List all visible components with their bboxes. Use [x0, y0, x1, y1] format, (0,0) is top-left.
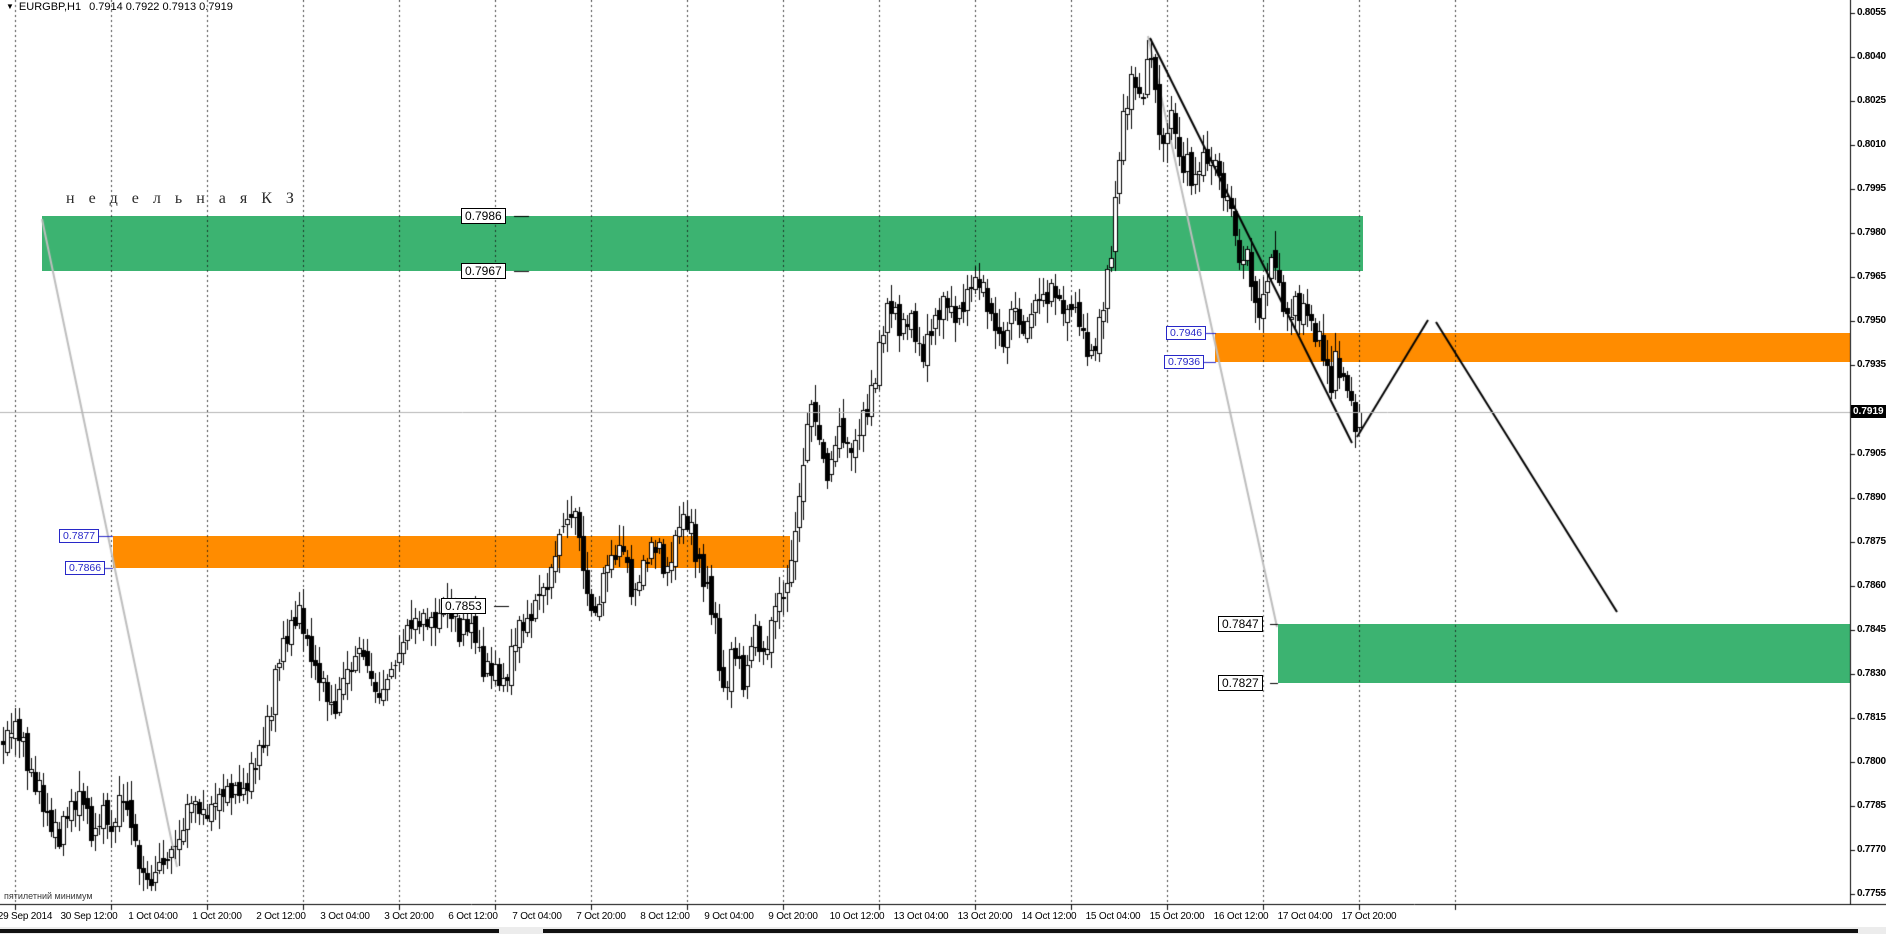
weekly-kz-annotation: н е д е л ь н а я К З — [66, 190, 299, 207]
symbol-timeframe: EURGBP,H1 — [18, 1, 82, 13]
time-axis-label: 16 Oct 12:00 — [1213, 911, 1269, 922]
price-axis-label: 0.7890 — [1857, 492, 1886, 503]
scrollbar-segment[interactable] — [0, 929, 499, 933]
price-axis-label: 0.7905 — [1857, 448, 1886, 459]
price-axis-label: 0.7800 — [1857, 756, 1886, 767]
price-axis-label: 0.8055 — [1857, 7, 1886, 18]
time-axis-label: 15 Oct 20:00 — [1149, 911, 1205, 922]
time-axis-label: 10 Oct 12:00 — [829, 911, 885, 922]
time-axis-label: 3 Oct 20:00 — [384, 911, 434, 922]
time-axis-label: 7 Oct 04:00 — [512, 911, 562, 922]
time-axis-label: 14 Oct 12:00 — [1021, 911, 1077, 922]
price-axis-label: 0.7860 — [1857, 580, 1886, 591]
price-axis-label: 0.8040 — [1857, 51, 1886, 62]
time-axis-label: 3 Oct 04:00 — [320, 911, 370, 922]
five-year-minimum-annotation: пятилетний минимум — [4, 891, 93, 901]
scrollbar-segment[interactable] — [543, 929, 1858, 933]
price-axis-label: 0.7950 — [1857, 315, 1886, 326]
price-axis-label: 0.7830 — [1857, 668, 1886, 679]
chart-title: ▼ EURGBP,H1 0.7914 0.7922 0.7913 0.7919 — [6, 1, 233, 13]
level-label-0_7986[interactable]: 0.7986 — [461, 208, 506, 224]
price-axis-label: 0.7875 — [1857, 536, 1886, 547]
level-label-0_7866[interactable]: 0.7866 — [65, 561, 106, 575]
price-axis-label: 0.7995 — [1857, 183, 1886, 194]
level-label-0_7936[interactable]: 0.7936 — [1164, 355, 1205, 369]
time-axis-label: 8 Oct 12:00 — [640, 911, 690, 922]
price-axis-label: 0.7815 — [1857, 712, 1886, 723]
time-axis-label: 15 Oct 04:00 — [1085, 911, 1141, 922]
level-label-0_7967[interactable]: 0.7967 — [461, 263, 506, 279]
price-axis-label: 0.7785 — [1857, 800, 1886, 811]
time-axis-label: 17 Oct 20:00 — [1341, 911, 1397, 922]
level-label-0_7847[interactable]: 0.7847 — [1218, 616, 1263, 632]
time-axis-label: 7 Oct 20:00 — [576, 911, 626, 922]
time-axis-label: 9 Oct 04:00 — [704, 911, 754, 922]
time-axis-label: 2 Oct 12:00 — [256, 911, 306, 922]
current-price-tag: 0.7919 — [1851, 405, 1886, 418]
price-axis-label: 0.7980 — [1857, 227, 1886, 238]
symbol-dropdown-icon: ▼ — [6, 2, 14, 11]
price-axis-label: 0.7965 — [1857, 271, 1886, 282]
time-axis-label: 29 Sep 2014 — [0, 911, 53, 922]
price-axis-label: 0.7845 — [1857, 624, 1886, 635]
ohlc-values: 0.7914 0.7922 0.7913 0.7919 — [89, 1, 233, 13]
time-axis-label: 13 Oct 04:00 — [893, 911, 949, 922]
price-axis-label: 0.8010 — [1857, 139, 1886, 150]
level-label-0_7946[interactable]: 0.7946 — [1166, 326, 1207, 340]
price-axis-label: 0.8025 — [1857, 95, 1886, 106]
time-axis-label: 6 Oct 12:00 — [448, 911, 498, 922]
time-axis-label: 9 Oct 20:00 — [768, 911, 818, 922]
level-label-0_7853[interactable]: 0.7853 — [441, 598, 486, 614]
time-axis-label: 1 Oct 20:00 — [192, 911, 242, 922]
price-axis-label: 0.7755 — [1857, 888, 1886, 899]
time-axis-label: 30 Sep 12:00 — [60, 911, 118, 922]
price-axis-label: 0.7770 — [1857, 844, 1886, 855]
price-axis-label: 0.7935 — [1857, 359, 1886, 370]
time-axis-label: 13 Oct 20:00 — [957, 911, 1013, 922]
time-axis-label: 17 Oct 04:00 — [1277, 911, 1333, 922]
level-label-0_7877[interactable]: 0.7877 — [59, 529, 100, 543]
time-axis-label: 1 Oct 04:00 — [128, 911, 178, 922]
level-label-0_7827[interactable]: 0.7827 — [1218, 675, 1263, 691]
